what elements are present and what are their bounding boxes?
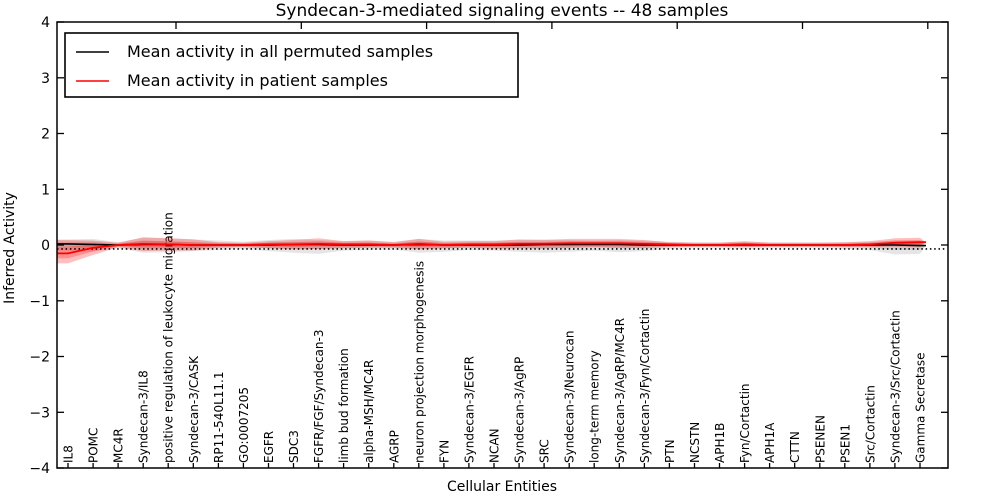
legend: Mean activity in all permuted samples Me…: [64, 32, 519, 98]
legend-permuted-label: Mean activity in all permuted samples: [127, 42, 433, 61]
x-tick-label: positive regulation of leukocyte migrati…: [162, 212, 176, 463]
x-tick-label: APH1B: [713, 423, 727, 463]
x-tick-label: GO:0007205: [237, 387, 251, 463]
x-tick-label: CTTN: [788, 431, 802, 463]
x-tick-label: Syndecan-3/Fyn/Cortactin: [638, 309, 652, 463]
x-tick-label: Syndecan-3/Neurocan: [563, 331, 577, 463]
y-axis-label: Inferred Activity: [2, 192, 18, 304]
legend-patient-label: Mean activity in patient samples: [127, 71, 388, 90]
chart-title: Syndecan-3-mediated signaling events -- …: [276, 1, 729, 21]
x-tick-label: Gamma Secretase: [914, 352, 928, 463]
patient-mean-line: [57, 241, 926, 255]
x-tick-label: SDC3: [287, 430, 301, 463]
x-tick-label: Syndecan-3/Src/Cortactin: [888, 310, 902, 463]
y-tick-label: −1: [29, 294, 50, 310]
x-tick-label: APH1A: [763, 422, 777, 463]
mean-lines: [57, 241, 946, 255]
x-tick-label: FYN: [437, 440, 451, 463]
x-tick-label: Syndecan-3/AgRP: [513, 357, 527, 463]
y-tick-label: −3: [29, 405, 50, 421]
x-tick-label: PTN: [663, 439, 677, 463]
x-tick-label: MC4R: [112, 428, 126, 463]
x-tick-label: Fyn/Cortactin: [738, 383, 752, 463]
x-tick-label: Src/Cortactin: [863, 385, 877, 463]
x-tick-label: FGFR/FGF/Syndecan-3: [312, 330, 326, 463]
x-tick-label: SRC: [538, 439, 552, 463]
x-tick-labels: IL8 POMC MC4R Syndecan-3/IL8 positive regula…: [62, 212, 928, 463]
y-tick-label: 2: [41, 127, 50, 143]
x-tick-label: Syndecan-3/IL8: [137, 370, 151, 463]
x-tick-label: RP11-540L11.1: [212, 372, 226, 463]
y-tick-label: 4: [41, 15, 50, 31]
band-permuted-outer: [57, 237, 926, 255]
x-axis-label: Cellular Entities: [447, 479, 557, 495]
y-tick-labels: −4 −3 −2 −1 0 1 2 3 4: [29, 15, 50, 477]
confidence-bands: [57, 237, 926, 264]
x-tick-label: NCSTN: [688, 422, 702, 463]
x-tick-label: NCAN: [488, 428, 502, 463]
axis-ticks: [57, 21, 948, 469]
y-tick-label: 3: [41, 71, 50, 87]
x-tick-label: Syndecan-3/CASK: [187, 355, 201, 463]
x-tick-label: PSENEN: [813, 415, 827, 463]
y-tick-label: 0: [41, 238, 50, 254]
x-tick-label: Syndecan-3/AgRP/MC4R: [613, 318, 627, 463]
y-tick-label: −2: [29, 350, 50, 366]
x-tick-label: POMC: [87, 428, 101, 463]
x-tick-label: neuron projection morphogenesis: [412, 261, 426, 463]
x-tick-label: PSEN1: [838, 424, 852, 463]
x-tick-label: Syndecan-3/EGFR: [462, 356, 476, 463]
x-tick-label: alpha-MSH/MC4R: [362, 360, 376, 463]
y-tick-label: −4: [29, 461, 50, 477]
y-tick-label: 1: [41, 182, 50, 198]
x-tick-label: AGRP: [387, 430, 401, 463]
x-tick-label: EGFR: [262, 431, 276, 463]
x-tick-label: IL8: [62, 445, 76, 463]
legend-box: [64, 32, 519, 98]
x-tick-label: limb bud formation: [337, 348, 351, 463]
x-tick-label: long-term memory: [588, 350, 602, 463]
